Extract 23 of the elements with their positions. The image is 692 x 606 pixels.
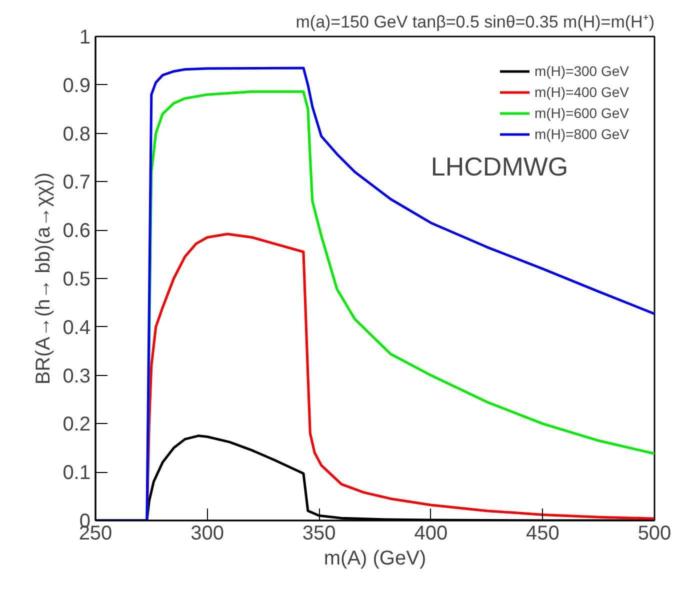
- y-tick-label: 0.5: [62, 268, 91, 290]
- y-tick-label: 0.6: [62, 220, 91, 242]
- y-tick-label: 0.7: [62, 172, 91, 194]
- legend-label: m(H)=800 GeV: [534, 126, 629, 142]
- y-tick-label: 0.8: [62, 123, 91, 146]
- y-axis-title: BR(A→(h→ bb)(a→χχ)): [32, 172, 55, 385]
- x-tick-label: 500: [638, 522, 672, 544]
- y-tick-label: 0.1: [62, 462, 91, 484]
- legend-label: m(H)=300 GeV: [534, 63, 629, 79]
- y-tick-label: 1: [79, 26, 90, 48]
- y-tick-label: 0.3: [62, 365, 91, 388]
- x-tick-label: 300: [190, 522, 224, 544]
- legend-label: m(H)=600 GeV: [534, 105, 629, 121]
- y-tick-label: 0.4: [62, 316, 91, 339]
- y-tick-label: 0.9: [62, 74, 91, 97]
- x-tick-label: 350: [302, 522, 336, 544]
- legend-label: m(H)=400 GeV: [534, 84, 629, 100]
- x-tick-label: 400: [414, 522, 448, 544]
- annotation: LHCDMWG: [430, 152, 568, 182]
- chart-title: m(a)=150 GeV tanβ=0.5 sinθ=0.35 m(H)=m(H⁺): [296, 12, 655, 32]
- x-axis-title: m(A) (GeV): [324, 548, 426, 570]
- y-tick-label: 0.2: [62, 414, 91, 436]
- x-tick-label: 450: [526, 522, 560, 544]
